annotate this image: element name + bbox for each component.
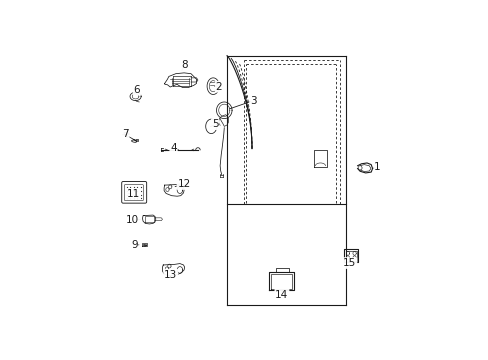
Text: 12: 12: [177, 179, 190, 189]
Text: 14: 14: [275, 290, 288, 300]
Text: 3: 3: [249, 96, 256, 105]
Text: 4: 4: [170, 143, 177, 153]
Text: 6: 6: [133, 85, 140, 95]
Text: 7: 7: [122, 129, 128, 139]
Text: 11: 11: [127, 189, 140, 199]
Text: 8: 8: [181, 60, 187, 70]
Text: 5: 5: [211, 119, 218, 129]
Text: 13: 13: [164, 270, 177, 280]
Text: 2: 2: [215, 82, 222, 92]
Text: 15: 15: [343, 258, 356, 268]
Text: 10: 10: [126, 215, 139, 225]
Text: 9: 9: [131, 240, 137, 250]
Text: 1: 1: [373, 162, 380, 172]
